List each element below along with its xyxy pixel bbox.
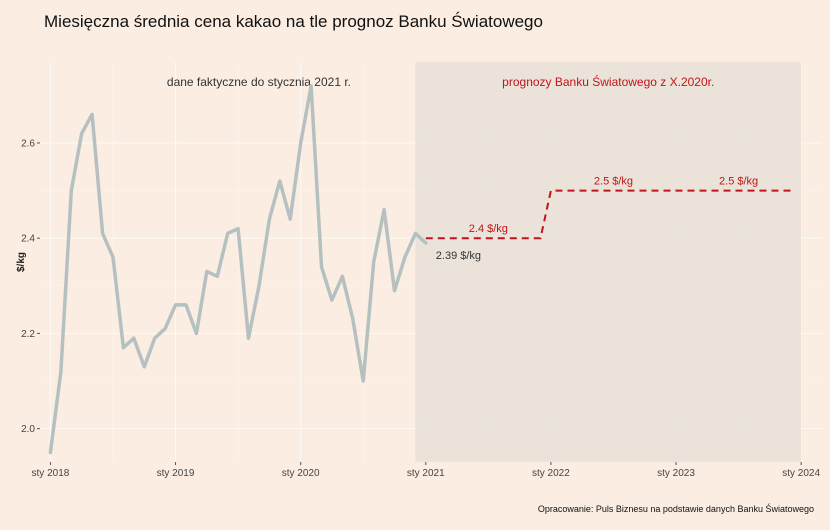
y-tick-label: 2.4 <box>21 234 35 245</box>
forecast-region <box>415 62 802 462</box>
x-tick-label: sty 2023 <box>657 468 695 479</box>
y-tick-label: 2.0 <box>21 424 35 435</box>
y-tick-label: 2.6 <box>21 138 35 149</box>
forecast-value-label: 2.5 $/kg <box>594 176 633 188</box>
source-caption: Opracowanie: Puls Biznesu na podstawie d… <box>537 504 814 514</box>
actual-data-label: dane faktyczne do stycznia 2021 r. <box>167 75 351 89</box>
forecast-region-label: prognozy Banku Światowego z X.2020r. <box>502 74 714 89</box>
forecast-value-label: 2.5 $/kg <box>719 176 758 188</box>
y-axis-label: $/kg <box>16 252 27 272</box>
last-value-label: 2.39 $/kg <box>436 250 481 262</box>
y-tick-label: 2.2 <box>21 329 35 340</box>
chart-title: Miesięczna średnia cena kakao na tle pro… <box>44 12 543 31</box>
x-tick-label: sty 2024 <box>782 468 820 479</box>
x-tick-label: sty 2022 <box>532 468 570 479</box>
x-tick-label: sty 2018 <box>32 468 70 479</box>
x-tick-label: sty 2020 <box>282 468 320 479</box>
x-tick-label: sty 2021 <box>407 468 445 479</box>
forecast-value-label: 2.4 $/kg <box>469 223 508 235</box>
x-tick-label: sty 2019 <box>157 468 195 479</box>
